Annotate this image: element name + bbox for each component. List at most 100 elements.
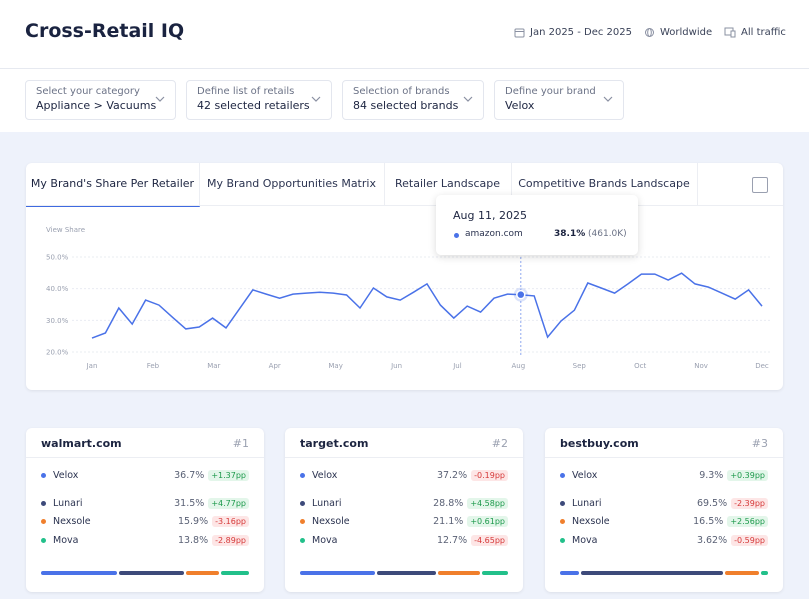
app-title: Cross-Retail IQ	[25, 20, 185, 42]
brand-row: Mova 13.8% -2.89pp	[41, 533, 249, 547]
share-segment	[437, 571, 481, 575]
filter-bar: Select your category Appliance > Vacuums D…	[0, 69, 809, 132]
x-tick-label: Mar	[207, 362, 220, 370]
retailer-rank: #3	[751, 437, 768, 450]
retailer-rank: #2	[491, 437, 508, 450]
brand-change: +2.56pp	[727, 515, 768, 527]
brand-share: 31.5%	[174, 497, 205, 509]
tooltip-dot	[454, 233, 459, 238]
tab[interactable]: My Brand Opportunities Matrix	[199, 163, 385, 205]
brand-share: 12.7%	[436, 534, 468, 546]
brand-name: Nexsole	[53, 515, 91, 527]
brand-share: 13.8%	[177, 534, 209, 546]
brand-row: Velox 37.2% -0.19pp	[300, 468, 508, 482]
brand-change: +4.77pp	[208, 497, 249, 509]
brand-row: Nexsole 15.9% -3.16pp	[41, 514, 249, 528]
filter-label: Selection of brands	[353, 86, 450, 97]
brand-change: +1.37pp	[208, 469, 249, 481]
share-segment	[377, 571, 436, 575]
brand-share: 28.8%	[433, 497, 464, 509]
filter-value: Velox	[505, 99, 535, 112]
brand-dot	[300, 472, 305, 478]
brand-row: Velox 36.7% +1.37pp	[41, 468, 249, 482]
brand-share: 15.9%	[177, 515, 209, 527]
brand-row: Nexsole 21.1% +0.61pp	[300, 514, 508, 528]
date-range[interactable]: Jan 2025 - Dec 2025	[514, 27, 632, 38]
retailer-card: bestbuy.com #3 Velox 9.3% +0.39pp Lunari 69.5%…	[545, 428, 783, 592]
filter-dropdown[interactable]: Define list of retails 42 selected retail…	[186, 80, 332, 120]
traffic[interactable]: All traffic	[724, 27, 786, 38]
share-segment	[185, 571, 219, 575]
line-chart: View Share 20.0% 30.0% 40.0% 50.0% Jan Feb Mar A…	[46, 205, 772, 370]
filter-value: Appliance > Vacuums	[36, 99, 157, 112]
tab[interactable]: Competitive Brands Landscape	[511, 163, 698, 205]
share-segment	[41, 571, 117, 575]
brand-dot	[560, 472, 565, 478]
filter-label: Select your category	[36, 86, 140, 97]
brand-share: 21.1%	[433, 515, 464, 527]
x-tick-label: Sep	[573, 362, 587, 370]
date-range-text: Jan 2025 - Dec 2025	[530, 27, 632, 38]
x-tick-label: Jul	[452, 362, 462, 370]
brand-name: Lunari	[312, 497, 342, 509]
chevron	[155, 96, 165, 102]
chevron	[311, 96, 321, 102]
brand-row: Mova 3.62% -0.59pp	[560, 533, 768, 547]
retailer-card: target.com #2 Velox 37.2% -0.19pp Lunari 28.8%…	[285, 428, 523, 592]
region[interactable]: Worldwide	[644, 27, 712, 38]
globe-icon	[645, 28, 654, 37]
brand-dot	[41, 500, 46, 506]
x-tick-label: Nov	[694, 362, 708, 370]
brand-row: Lunari 31.5% +4.77pp	[41, 496, 249, 510]
brand-row: Velox 9.3% +0.39pp	[560, 468, 768, 482]
brand-name: Nexsole	[312, 515, 350, 527]
tooltip-site: amazon.com	[465, 229, 523, 239]
x-tick-label: Aug	[512, 362, 526, 370]
traffic-text: All traffic	[741, 27, 786, 38]
brand-row: Lunari 69.5% -2.39pp	[560, 496, 768, 510]
brand-dot	[560, 500, 565, 506]
brand-change: -0.19pp	[471, 469, 508, 481]
brand-change: +0.39pp	[727, 469, 768, 481]
share-segment	[724, 571, 759, 575]
x-tick-label: Oct	[634, 362, 646, 370]
share-segment	[300, 571, 376, 575]
brand-change: -2.39pp	[731, 497, 768, 509]
brand-share: 16.5%	[693, 515, 724, 527]
share-segment	[760, 571, 768, 575]
x-tick-label: Dec	[755, 362, 769, 370]
x-tick-label: Jan	[86, 362, 98, 370]
filter-dropdown[interactable]: Selection of brands 84 selected brands	[342, 80, 484, 120]
card-divider	[285, 457, 523, 458]
hover-point	[516, 289, 526, 300]
brand-change: -2.89pp	[212, 534, 249, 546]
brand-dot	[300, 537, 305, 543]
excel-export[interactable]	[752, 177, 768, 193]
brand-share: 3.62%	[696, 534, 728, 546]
filter-dropdown[interactable]: Select your category Appliance > Vacuums	[25, 80, 176, 120]
brand-name: Velox	[312, 469, 338, 481]
share-bar	[560, 571, 768, 575]
x-tick-label: Feb	[147, 362, 160, 370]
brand-share: 9.3%	[699, 469, 724, 481]
filter-dropdown[interactable]: Define your brand Velox	[494, 80, 624, 120]
brand-name: Lunari	[572, 497, 602, 509]
share-segment	[580, 571, 723, 575]
tooltip-value: 38.1%	[554, 229, 586, 239]
brand-dot	[560, 518, 565, 524]
card-divider	[26, 457, 264, 458]
card-divider	[545, 457, 783, 458]
tooltip: Aug 11, 2025 amazon.com 38.1% (461.0K)	[436, 195, 638, 255]
share-segment	[482, 571, 508, 575]
brand-name: Mova	[312, 534, 338, 546]
y-tick-label: 40.0%	[46, 285, 69, 293]
filter-label: Define your brand	[505, 86, 596, 97]
x-tick-label: Apr	[269, 362, 281, 370]
brand-name: Mova	[572, 534, 598, 546]
share-segment	[560, 571, 579, 575]
calendar-icon	[514, 28, 525, 38]
brand-name: Nexsole	[572, 515, 610, 527]
tab[interactable]: My Brand's Share Per Retailer	[26, 163, 200, 207]
chevron	[603, 96, 613, 102]
tab[interactable]: Retailer Landscape	[384, 163, 512, 205]
